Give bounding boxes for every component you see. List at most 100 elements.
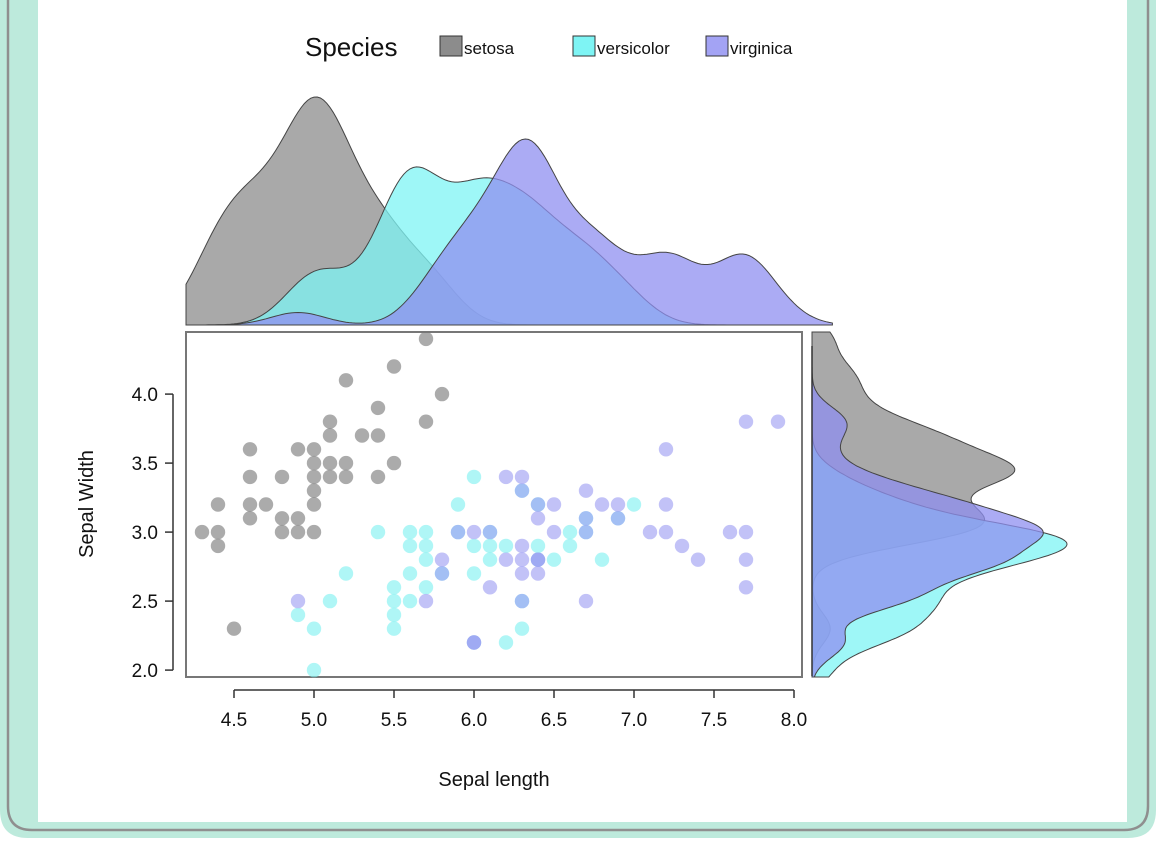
data-point-setosa [290,524,306,540]
data-point-versicolor [290,607,306,623]
data-point-setosa [322,414,338,429]
data-point-versicolor [386,607,402,623]
series-setosa [194,331,450,636]
data-point-virginica [578,593,594,609]
data-point-versicolor [322,593,338,609]
data-point-setosa [274,469,290,485]
data-point-setosa [242,511,258,526]
data-point-virginica [738,414,754,429]
data-point-versicolor [466,538,482,554]
data-point-virginica [770,414,786,429]
data-point-setosa [242,497,258,512]
data-point-versicolor [498,635,514,650]
data-point-virginica [418,593,434,609]
series-virginica [290,414,786,650]
data-point-setosa [306,497,322,512]
data-point-virginica [578,511,594,526]
data-point-versicolor [402,538,418,554]
data-point-setosa [370,469,386,485]
data-point-setosa [338,373,354,388]
plot-area-border [185,331,803,678]
data-point-versicolor [370,524,386,540]
legend: Species setosa versicolor virginica [305,32,793,62]
data-point-virginica [690,552,706,567]
data-point-setosa [194,524,210,540]
y-tick-label-3-5: 3.5 [132,454,158,475]
data-point-virginica [498,552,514,567]
data-point-virginica [738,524,754,540]
data-point-versicolor [418,552,434,567]
data-point-setosa [370,400,386,416]
legend-label-virginica: virginica [730,39,793,58]
data-point-virginica [658,524,674,540]
data-point-virginica [466,635,482,650]
x-tick-label-6-5: 6.5 [541,710,567,731]
data-point-versicolor [594,552,610,567]
data-point-setosa [338,455,354,471]
y-tick-label-2-5: 2.5 [132,592,158,613]
legend-label-versicolor: versicolor [597,39,670,58]
data-point-virginica [290,593,306,609]
x-tick-label-7-5: 7.5 [701,710,727,731]
data-point-virginica [738,580,754,595]
data-point-versicolor [466,469,482,485]
data-point-virginica [450,524,466,540]
data-point-virginica [610,497,626,512]
data-point-versicolor [306,662,322,678]
data-point-setosa [306,442,322,457]
data-point-virginica [578,524,594,540]
data-point-virginica [658,497,674,512]
data-point-virginica [498,469,514,485]
data-point-versicolor [386,621,402,636]
data-point-virginica [530,511,546,526]
data-point-virginica [610,511,626,526]
data-point-setosa [306,483,322,498]
data-point-setosa [290,511,306,526]
data-point-virginica [514,552,530,567]
data-point-virginica [514,593,530,609]
data-point-versicolor [562,524,578,540]
data-point-setosa [434,386,450,402]
data-point-versicolor [306,621,322,636]
data-point-versicolor [514,621,530,636]
legend-title: Species [305,32,398,62]
frame-outline [6,0,1150,832]
data-point-setosa [322,428,338,443]
y-tick-label-2-0: 2.0 [132,661,158,682]
data-point-setosa [274,524,290,540]
data-point-virginica [674,538,690,554]
top-density-virginica [186,138,833,326]
data-point-setosa [226,621,242,636]
data-point-versicolor [418,524,434,540]
data-point-versicolor [530,538,546,554]
data-point-versicolor [402,566,418,581]
x-axis: 4.5 5.0 5.5 6.0 6.5 7.0 7.5 8.0 [221,689,807,731]
x-tick-label-6-0: 6.0 [461,710,487,731]
data-point-versicolor [482,552,498,567]
data-point-versicolor [626,497,642,512]
data-point-virginica [514,566,530,581]
data-point-setosa [386,359,402,374]
data-point-virginica [738,552,754,567]
data-point-virginica [546,524,562,540]
data-point-virginica [514,483,530,498]
data-point-versicolor [562,538,578,554]
data-point-versicolor [498,538,514,554]
data-point-virginica [530,552,546,567]
data-point-virginica [594,497,610,512]
data-point-virginica [434,552,450,567]
data-point-virginica [546,497,562,512]
data-point-versicolor [402,593,418,609]
data-point-setosa [290,442,306,457]
data-point-setosa [322,455,338,471]
legend-swatch-setosa [439,35,463,57]
data-point-virginica [434,566,450,581]
scatter-points [194,331,786,678]
data-point-setosa [354,428,370,443]
data-point-virginica [482,524,498,540]
y-axis: 2.0 2.5 3.0 3.5 4.0 [132,385,174,682]
data-point-versicolor [450,497,466,512]
data-point-setosa [306,524,322,540]
